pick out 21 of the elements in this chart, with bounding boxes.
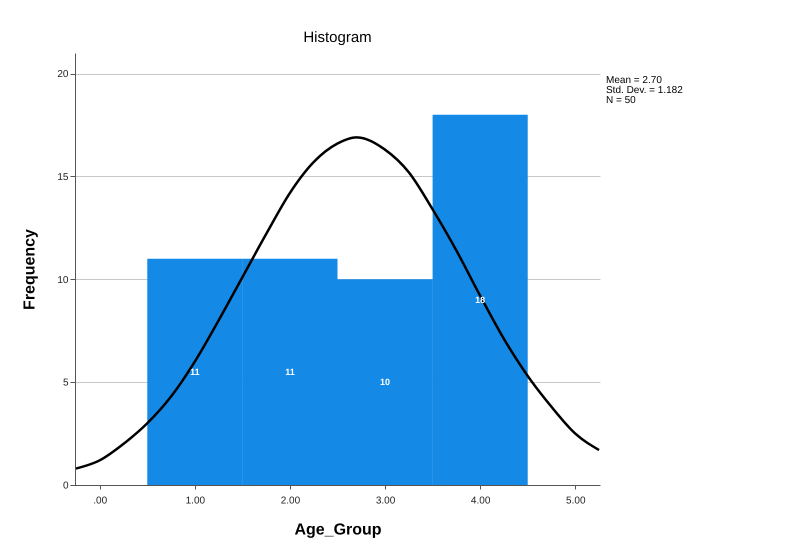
y-tick-label: 5 xyxy=(62,378,69,389)
y-tick-label: 0 xyxy=(62,480,69,492)
x-axis-title: Age_Group xyxy=(294,522,382,538)
y-axis-title: Frequency xyxy=(21,228,38,310)
x-tick-label: 4.00 xyxy=(470,496,491,506)
chart-title: Histogram xyxy=(303,29,372,46)
x-tick-label: 5.00 xyxy=(566,496,586,506)
data-label: 11 xyxy=(285,366,295,377)
text: Std. Dev. = 1.182 xyxy=(606,85,684,96)
x-tick-label: 2.00 xyxy=(280,496,301,506)
x-tick-label: 1.00 xyxy=(186,496,206,506)
y-tick-label: 20 xyxy=(57,69,69,80)
data-label: 10 xyxy=(380,377,390,388)
text: Mean = 2.70 xyxy=(606,75,662,86)
text: N = 50 xyxy=(606,95,636,106)
x-tick-label: .00 xyxy=(93,496,108,506)
x-tick-label: 3.00 xyxy=(376,496,396,506)
y-tick-label: 15 xyxy=(57,172,69,183)
data-label: 11 xyxy=(190,366,200,377)
line-series xyxy=(75,136,600,470)
y-tick-label: 10 xyxy=(57,274,69,286)
